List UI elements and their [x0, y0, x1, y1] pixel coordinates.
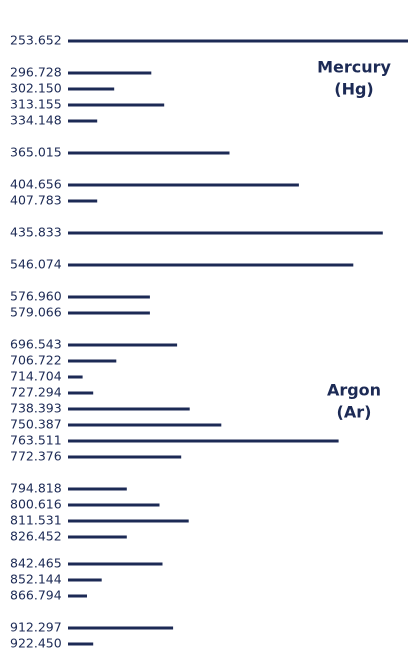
emission-line-bar [68, 535, 127, 539]
emission-line-bar [68, 423, 222, 427]
wavelength-label: 579.066 [10, 305, 62, 320]
wavelength-label: 253.652 [10, 33, 62, 48]
wavelength-label: 852.144 [10, 572, 62, 587]
wavelength-label: 842.465 [10, 556, 62, 571]
emission-line-bar [68, 626, 174, 630]
wavelength-label: 302.150 [10, 81, 62, 96]
emission-line-bar [68, 71, 152, 75]
wavelength-label: 727.294 [10, 385, 62, 400]
bars [68, 39, 408, 646]
mercury-group-label: Mercury [317, 58, 391, 77]
wavelength-label: 800.616 [10, 497, 62, 512]
argon-group-label: Argon [327, 381, 381, 400]
wavelength-label: 714.704 [10, 369, 62, 384]
argon-group-label-symbol: (Ar) [337, 403, 372, 422]
emission-line-bar [68, 375, 83, 379]
emission-line-bar [68, 562, 163, 566]
emission-line-bar [68, 503, 160, 507]
wavelength-label: 912.297 [10, 620, 62, 635]
emission-line-bar [68, 439, 339, 443]
emission-line-bar [68, 487, 127, 491]
emission-line-bar [68, 359, 117, 363]
emission-line-bar [68, 87, 115, 91]
emission-line-bar [68, 151, 230, 155]
wavelength-label: 794.818 [10, 481, 62, 496]
wavelength-label: 365.015 [10, 145, 62, 160]
wavelength-label: 706.722 [10, 353, 62, 368]
emission-line-bar [68, 263, 354, 267]
wavelength-label: 404.656 [10, 177, 62, 192]
emission-line-bar [68, 231, 383, 235]
wavelength-label: 866.794 [10, 588, 62, 603]
emission-line-bar [68, 642, 94, 646]
emission-line-bar [68, 455, 182, 459]
emission-line-bar [68, 343, 178, 347]
emission-line-bar [68, 103, 165, 107]
wavelength-label: 772.376 [10, 449, 62, 464]
group-labels: Mercury (Hg) Argon (Ar) [317, 58, 391, 422]
wavelength-label: 826.452 [10, 529, 62, 544]
wavelength-label: 407.783 [10, 193, 62, 208]
emission-line-bar [68, 183, 299, 187]
wavelength-label: 435.833 [10, 225, 62, 240]
wavelength-label: 811.531 [10, 513, 62, 528]
wavelength-label: 334.148 [10, 113, 62, 128]
emission-line-bar [68, 295, 150, 299]
emission-line-bar [68, 39, 408, 43]
wavelength-label: 763.511 [10, 433, 62, 448]
wavelength-label: 922.450 [10, 636, 62, 651]
wavelength-label: 750.387 [10, 417, 62, 432]
wavelength-label: 546.074 [10, 257, 62, 272]
emission-line-bar [68, 199, 98, 203]
wavelength-label: 738.393 [10, 401, 62, 416]
wavelength-label: 313.155 [10, 97, 62, 112]
emission-line-bar [68, 594, 87, 598]
emission-line-bar [68, 391, 94, 395]
wavelength-label: 296.728 [10, 65, 62, 80]
mercury-group-label-symbol: (Hg) [334, 80, 373, 99]
emission-line-bar [68, 407, 190, 411]
wavelength-label: 576.960 [10, 289, 62, 304]
emission-line-bar [68, 311, 150, 315]
emission-line-bar [68, 119, 98, 123]
wavelength-label: 696.543 [10, 337, 62, 352]
emission-line-bar [68, 519, 189, 523]
emission-line-bar [68, 578, 102, 582]
